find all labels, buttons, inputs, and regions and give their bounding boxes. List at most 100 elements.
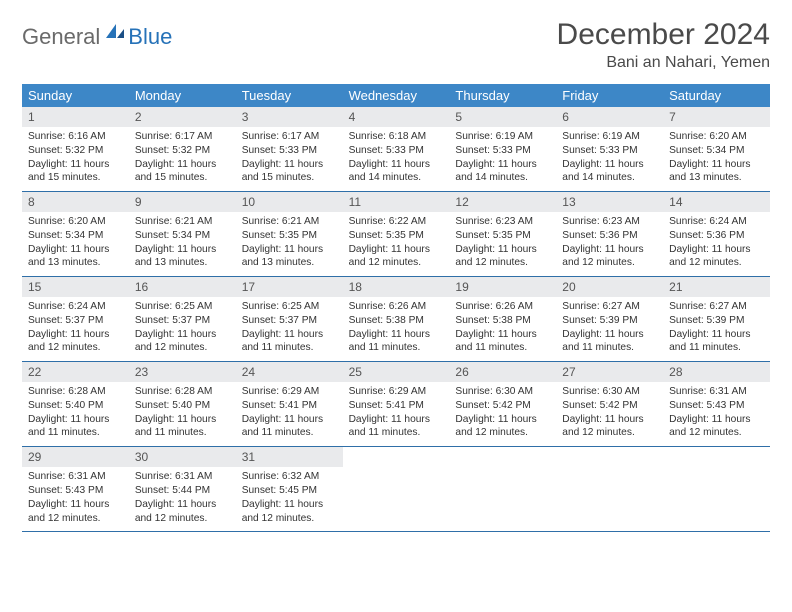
- logo-text-blue: Blue: [128, 24, 172, 50]
- day-cell: [343, 447, 450, 531]
- day-cell: 8Sunrise: 6:20 AMSunset: 5:34 PMDaylight…: [22, 192, 129, 276]
- day-number: 13: [556, 192, 663, 212]
- day-cell: 16Sunrise: 6:25 AMSunset: 5:37 PMDayligh…: [129, 277, 236, 361]
- week-row: 15Sunrise: 6:24 AMSunset: 5:37 PMDayligh…: [22, 277, 770, 362]
- day-number: 21: [663, 277, 770, 297]
- day-body: Sunrise: 6:21 AMSunset: 5:34 PMDaylight:…: [129, 212, 236, 276]
- week-row: 22Sunrise: 6:28 AMSunset: 5:40 PMDayligh…: [22, 362, 770, 447]
- day-number: 7: [663, 107, 770, 127]
- month-title: December 2024: [557, 18, 770, 52]
- day-body: Sunrise: 6:16 AMSunset: 5:32 PMDaylight:…: [22, 127, 129, 191]
- day-cell: 1Sunrise: 6:16 AMSunset: 5:32 PMDaylight…: [22, 107, 129, 191]
- day-number: 2: [129, 107, 236, 127]
- day-cell: 14Sunrise: 6:24 AMSunset: 5:36 PMDayligh…: [663, 192, 770, 276]
- day-body: Sunrise: 6:26 AMSunset: 5:38 PMDaylight:…: [343, 297, 450, 361]
- day-cell: [449, 447, 556, 531]
- day-body: Sunrise: 6:32 AMSunset: 5:45 PMDaylight:…: [236, 467, 343, 531]
- day-number: 31: [236, 447, 343, 467]
- day-number: 22: [22, 362, 129, 382]
- day-cell: 9Sunrise: 6:21 AMSunset: 5:34 PMDaylight…: [129, 192, 236, 276]
- day-cell: 26Sunrise: 6:30 AMSunset: 5:42 PMDayligh…: [449, 362, 556, 446]
- day-cell: 19Sunrise: 6:26 AMSunset: 5:38 PMDayligh…: [449, 277, 556, 361]
- day-cell: 3Sunrise: 6:17 AMSunset: 5:33 PMDaylight…: [236, 107, 343, 191]
- day-cell: 18Sunrise: 6:26 AMSunset: 5:38 PMDayligh…: [343, 277, 450, 361]
- day-body: Sunrise: 6:17 AMSunset: 5:33 PMDaylight:…: [236, 127, 343, 191]
- day-number: 28: [663, 362, 770, 382]
- header: General Blue December 2024 Bani an Nahar…: [22, 18, 770, 72]
- weekday-header: Monday: [129, 84, 236, 107]
- weekday-header: Friday: [556, 84, 663, 107]
- weeks-container: 1Sunrise: 6:16 AMSunset: 5:32 PMDaylight…: [22, 107, 770, 532]
- weekday-row: SundayMondayTuesdayWednesdayThursdayFrid…: [22, 84, 770, 107]
- day-cell: 27Sunrise: 6:30 AMSunset: 5:42 PMDayligh…: [556, 362, 663, 446]
- day-body: Sunrise: 6:30 AMSunset: 5:42 PMDaylight:…: [556, 382, 663, 446]
- day-cell: 2Sunrise: 6:17 AMSunset: 5:32 PMDaylight…: [129, 107, 236, 191]
- day-cell: 23Sunrise: 6:28 AMSunset: 5:40 PMDayligh…: [129, 362, 236, 446]
- day-body: Sunrise: 6:20 AMSunset: 5:34 PMDaylight:…: [22, 212, 129, 276]
- day-number: 1: [22, 107, 129, 127]
- day-cell: 25Sunrise: 6:29 AMSunset: 5:41 PMDayligh…: [343, 362, 450, 446]
- day-cell: 12Sunrise: 6:23 AMSunset: 5:35 PMDayligh…: [449, 192, 556, 276]
- day-cell: 11Sunrise: 6:22 AMSunset: 5:35 PMDayligh…: [343, 192, 450, 276]
- logo: General Blue: [22, 18, 172, 51]
- day-cell: 29Sunrise: 6:31 AMSunset: 5:43 PMDayligh…: [22, 447, 129, 531]
- day-body: Sunrise: 6:23 AMSunset: 5:36 PMDaylight:…: [556, 212, 663, 276]
- day-number: 9: [129, 192, 236, 212]
- day-number: 3: [236, 107, 343, 127]
- day-body: Sunrise: 6:24 AMSunset: 5:36 PMDaylight:…: [663, 212, 770, 276]
- day-number: 18: [343, 277, 450, 297]
- day-body: Sunrise: 6:26 AMSunset: 5:38 PMDaylight:…: [449, 297, 556, 361]
- day-number: 14: [663, 192, 770, 212]
- day-body: Sunrise: 6:23 AMSunset: 5:35 PMDaylight:…: [449, 212, 556, 276]
- day-body: Sunrise: 6:31 AMSunset: 5:44 PMDaylight:…: [129, 467, 236, 531]
- day-cell: [663, 447, 770, 531]
- day-body: Sunrise: 6:29 AMSunset: 5:41 PMDaylight:…: [236, 382, 343, 446]
- day-number: 27: [556, 362, 663, 382]
- weekday-header: Wednesday: [343, 84, 450, 107]
- day-number: 30: [129, 447, 236, 467]
- location: Bani an Nahari, Yemen: [557, 54, 770, 72]
- day-body: Sunrise: 6:25 AMSunset: 5:37 PMDaylight:…: [236, 297, 343, 361]
- calendar: SundayMondayTuesdayWednesdayThursdayFrid…: [22, 84, 770, 532]
- day-body: Sunrise: 6:24 AMSunset: 5:37 PMDaylight:…: [22, 297, 129, 361]
- day-cell: 7Sunrise: 6:20 AMSunset: 5:34 PMDaylight…: [663, 107, 770, 191]
- day-number: 25: [343, 362, 450, 382]
- day-body: Sunrise: 6:20 AMSunset: 5:34 PMDaylight:…: [663, 127, 770, 191]
- title-block: December 2024 Bani an Nahari, Yemen: [557, 18, 770, 72]
- day-cell: 13Sunrise: 6:23 AMSunset: 5:36 PMDayligh…: [556, 192, 663, 276]
- day-cell: 10Sunrise: 6:21 AMSunset: 5:35 PMDayligh…: [236, 192, 343, 276]
- day-body: Sunrise: 6:22 AMSunset: 5:35 PMDaylight:…: [343, 212, 450, 276]
- day-body: Sunrise: 6:28 AMSunset: 5:40 PMDaylight:…: [22, 382, 129, 446]
- weekday-header: Sunday: [22, 84, 129, 107]
- day-number: 11: [343, 192, 450, 212]
- day-number: 15: [22, 277, 129, 297]
- day-number: 12: [449, 192, 556, 212]
- day-number: 10: [236, 192, 343, 212]
- week-row: 1Sunrise: 6:16 AMSunset: 5:32 PMDaylight…: [22, 107, 770, 192]
- day-number: 6: [556, 107, 663, 127]
- day-number: 8: [22, 192, 129, 212]
- day-cell: 21Sunrise: 6:27 AMSunset: 5:39 PMDayligh…: [663, 277, 770, 361]
- day-cell: [556, 447, 663, 531]
- day-body: Sunrise: 6:30 AMSunset: 5:42 PMDaylight:…: [449, 382, 556, 446]
- day-body: Sunrise: 6:21 AMSunset: 5:35 PMDaylight:…: [236, 212, 343, 276]
- sail-icon: [104, 22, 126, 45]
- day-number: 5: [449, 107, 556, 127]
- day-number: 20: [556, 277, 663, 297]
- day-cell: 20Sunrise: 6:27 AMSunset: 5:39 PMDayligh…: [556, 277, 663, 361]
- day-number: 17: [236, 277, 343, 297]
- day-body: Sunrise: 6:29 AMSunset: 5:41 PMDaylight:…: [343, 382, 450, 446]
- day-number: 16: [129, 277, 236, 297]
- weekday-header: Saturday: [663, 84, 770, 107]
- weekday-header: Thursday: [449, 84, 556, 107]
- week-row: 8Sunrise: 6:20 AMSunset: 5:34 PMDaylight…: [22, 192, 770, 277]
- day-cell: 31Sunrise: 6:32 AMSunset: 5:45 PMDayligh…: [236, 447, 343, 531]
- day-body: Sunrise: 6:19 AMSunset: 5:33 PMDaylight:…: [556, 127, 663, 191]
- logo-text-general: General: [22, 24, 100, 50]
- day-cell: 5Sunrise: 6:19 AMSunset: 5:33 PMDaylight…: [449, 107, 556, 191]
- day-cell: 30Sunrise: 6:31 AMSunset: 5:44 PMDayligh…: [129, 447, 236, 531]
- day-body: Sunrise: 6:18 AMSunset: 5:33 PMDaylight:…: [343, 127, 450, 191]
- day-number: 4: [343, 107, 450, 127]
- day-cell: 24Sunrise: 6:29 AMSunset: 5:41 PMDayligh…: [236, 362, 343, 446]
- day-number: 29: [22, 447, 129, 467]
